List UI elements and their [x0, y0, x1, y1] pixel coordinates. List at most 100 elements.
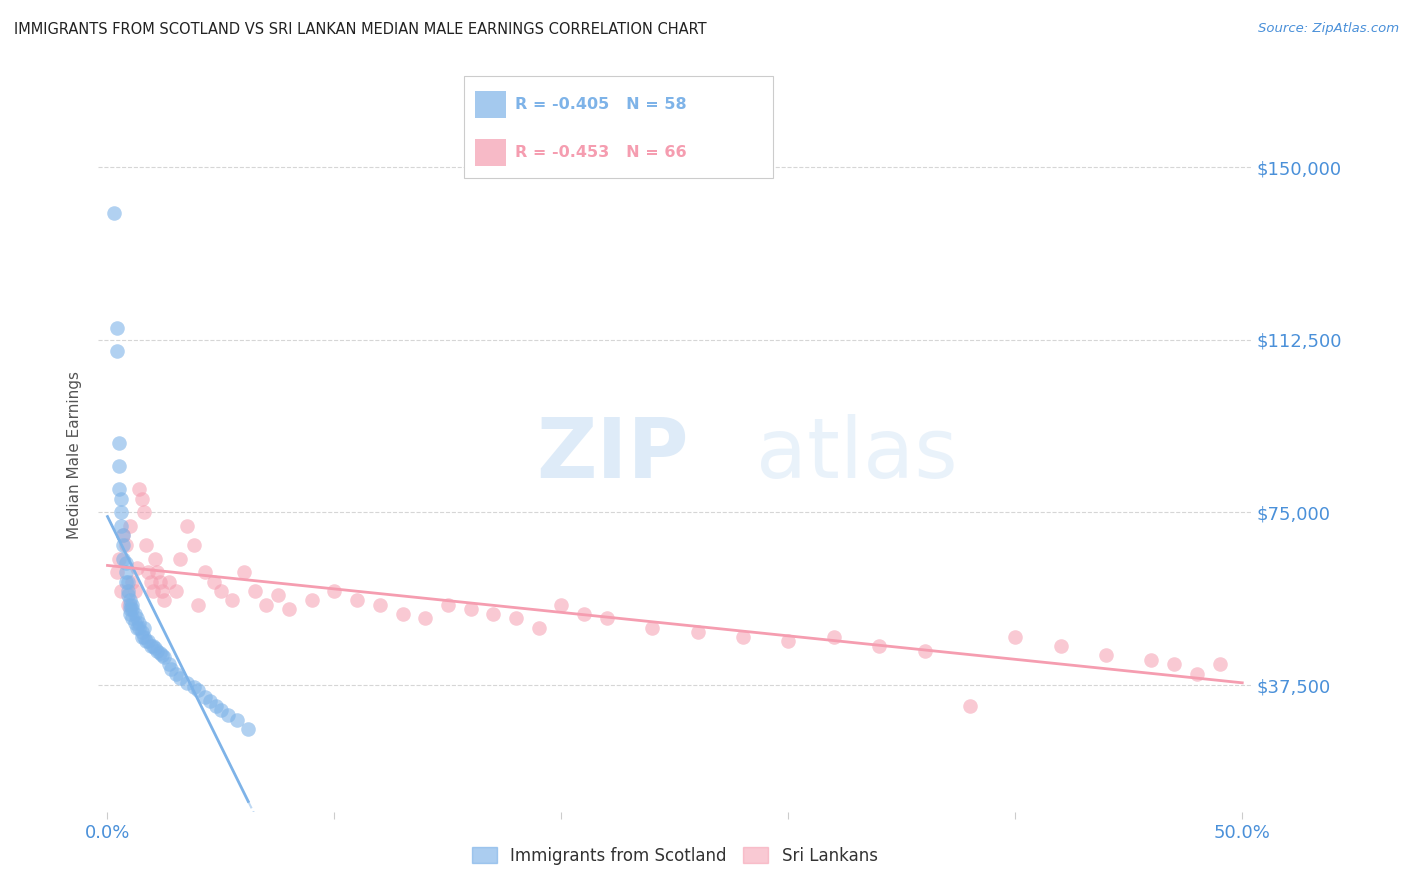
Point [346, 593, 368, 607]
Point [132, 630, 155, 644]
Point [117, 574, 139, 589]
Point [125, 621, 148, 635]
Point [205, 698, 228, 713]
Point [278, 602, 301, 616]
Point [198, 694, 221, 708]
Point [202, 574, 225, 589]
Point [150, 583, 173, 598]
Point [778, 634, 800, 648]
Point [112, 538, 135, 552]
Point [135, 634, 157, 648]
Point [959, 698, 981, 713]
Point [183, 538, 205, 552]
Point [153, 593, 176, 607]
Point [131, 625, 153, 640]
Point [110, 583, 132, 598]
Point [1208, 657, 1230, 672]
Point [187, 598, 209, 612]
Point [120, 598, 142, 612]
Point [125, 611, 148, 625]
Point [1095, 648, 1118, 663]
Point [368, 598, 391, 612]
Point [254, 598, 277, 612]
Point [132, 621, 155, 635]
Point [323, 583, 346, 598]
Point [550, 598, 572, 612]
Point [117, 588, 139, 602]
Point [110, 491, 132, 506]
Point [868, 639, 890, 653]
Point [128, 615, 150, 630]
Point [121, 574, 143, 589]
Point [209, 583, 232, 598]
Point [124, 607, 146, 621]
Point [1049, 639, 1071, 653]
Point [121, 598, 143, 612]
Point [143, 641, 166, 656]
Point [108, 483, 131, 497]
Point [572, 607, 595, 621]
Point [112, 528, 135, 542]
Point [138, 566, 160, 580]
Text: atlas: atlas [755, 415, 957, 495]
Point [108, 459, 131, 474]
Point [149, 646, 172, 660]
Point [105, 321, 128, 335]
Point [823, 630, 845, 644]
Point [135, 538, 157, 552]
Point [120, 602, 142, 616]
Point [120, 519, 142, 533]
Point [157, 657, 180, 672]
Point [169, 671, 191, 685]
Point [437, 598, 460, 612]
Point [217, 708, 239, 723]
Point [114, 556, 136, 570]
Point [114, 538, 136, 552]
Point [131, 630, 153, 644]
Point [686, 625, 709, 640]
Point [139, 574, 162, 589]
Point [391, 607, 413, 621]
Point [641, 621, 664, 635]
Point [165, 583, 187, 598]
Point [460, 602, 482, 616]
Point [1004, 630, 1026, 644]
Point [183, 681, 205, 695]
Point [194, 690, 217, 704]
Point [128, 621, 150, 635]
Point [142, 583, 165, 598]
Point [169, 551, 191, 566]
Point [221, 593, 243, 607]
Point [146, 643, 169, 657]
Point [110, 519, 132, 533]
Point [108, 436, 131, 450]
Point [1185, 666, 1208, 681]
Point [128, 483, 150, 497]
Point [527, 621, 550, 635]
Point [914, 643, 936, 657]
Point [108, 551, 131, 566]
Point [482, 607, 505, 621]
Point [103, 206, 125, 220]
Point [176, 675, 198, 690]
Point [132, 506, 155, 520]
Point [121, 602, 143, 616]
Point [114, 574, 136, 589]
Point [143, 551, 166, 566]
Point [121, 611, 143, 625]
Point [596, 611, 619, 625]
Point [138, 634, 160, 648]
Point [267, 588, 290, 602]
Point [117, 583, 139, 598]
Point [105, 566, 128, 580]
Point [301, 593, 323, 607]
Text: IMMIGRANTS FROM SCOTLAND VS SRI LANKAN MEDIAN MALE EARNINGS CORRELATION CHART: IMMIGRANTS FROM SCOTLAND VS SRI LANKAN M… [14, 22, 707, 37]
Point [1163, 657, 1185, 672]
Point [131, 491, 153, 506]
Point [112, 528, 135, 542]
Y-axis label: Median Male Earnings: Median Male Earnings [67, 371, 83, 539]
Point [110, 506, 132, 520]
Point [114, 566, 136, 580]
Text: R = -0.453   N = 66: R = -0.453 N = 66 [515, 145, 686, 161]
Point [124, 583, 146, 598]
